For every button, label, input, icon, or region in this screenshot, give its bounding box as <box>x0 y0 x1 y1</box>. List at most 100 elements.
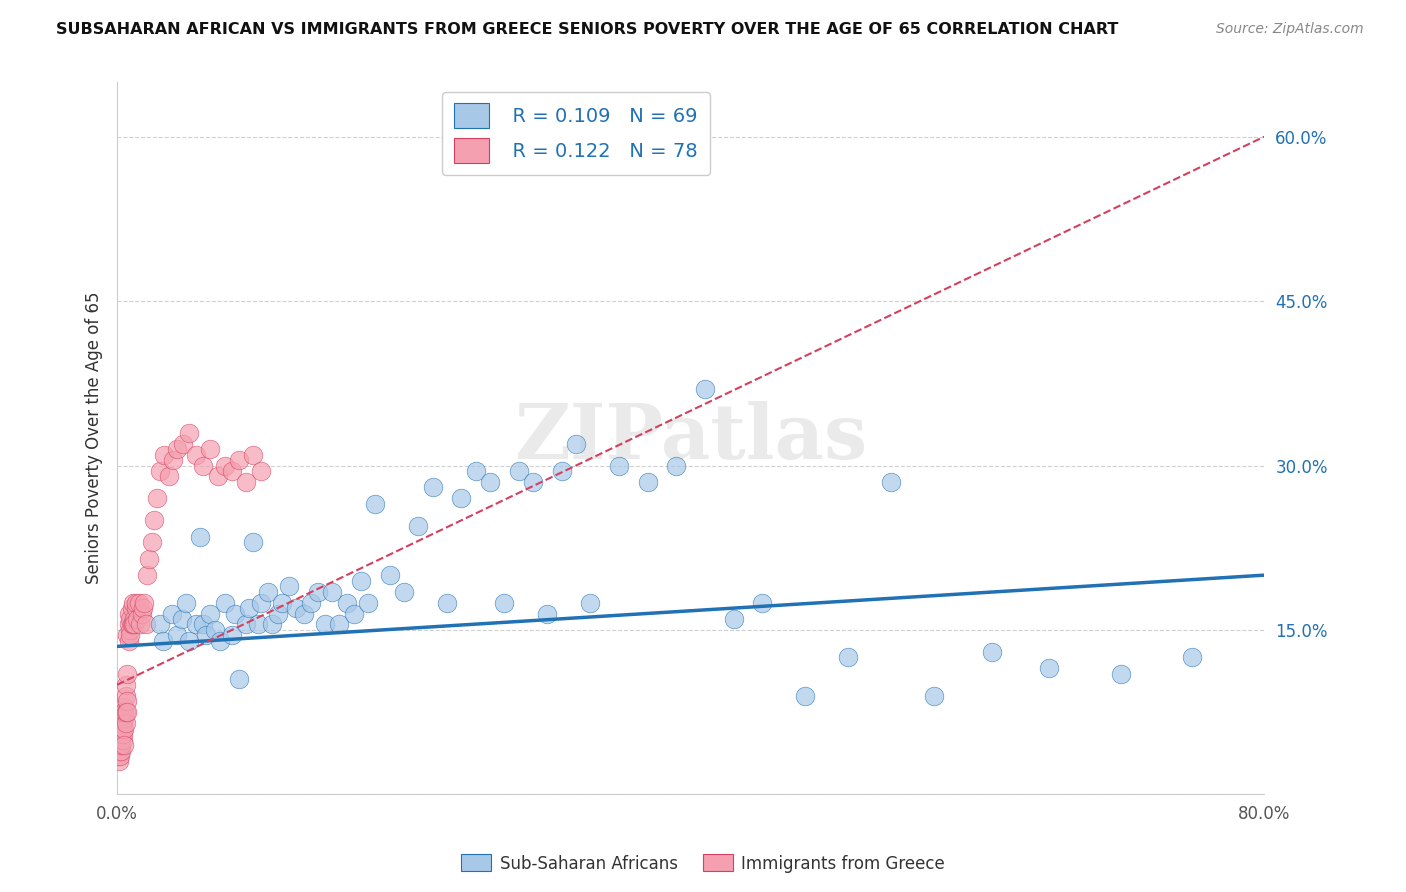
Point <box>166 442 188 456</box>
Point <box>114 705 136 719</box>
Point <box>249 464 271 478</box>
Point <box>188 530 211 544</box>
Point <box>221 628 243 642</box>
Point <box>131 607 153 621</box>
Point <box>242 448 264 462</box>
Point <box>114 678 136 692</box>
Point <box>108 743 131 757</box>
Point <box>980 645 1002 659</box>
Point <box>285 601 308 615</box>
Point <box>249 596 271 610</box>
Point <box>221 464 243 478</box>
Point <box>108 727 131 741</box>
Point <box>436 596 458 610</box>
Point <box>118 607 141 621</box>
Point <box>299 596 322 610</box>
Point <box>114 716 136 731</box>
Point <box>138 551 160 566</box>
Text: Source: ZipAtlas.com: Source: ZipAtlas.com <box>1216 22 1364 37</box>
Point <box>522 475 544 489</box>
Point <box>115 694 138 708</box>
Point <box>172 436 194 450</box>
Point <box>464 464 486 478</box>
Point <box>107 749 129 764</box>
Point <box>1109 666 1132 681</box>
Point <box>125 596 148 610</box>
Point <box>209 634 232 648</box>
Point <box>246 617 269 632</box>
Point <box>235 475 257 489</box>
Point <box>110 732 132 747</box>
Point <box>129 617 152 632</box>
Point <box>267 607 290 621</box>
Point <box>120 628 142 642</box>
Point <box>924 689 946 703</box>
Point <box>115 705 138 719</box>
Point <box>177 425 200 440</box>
Point <box>200 607 222 621</box>
Point <box>115 628 138 642</box>
Point <box>193 458 215 473</box>
Point <box>124 612 146 626</box>
Point <box>207 469 229 483</box>
Point <box>177 634 200 648</box>
Point <box>149 617 172 632</box>
Point <box>162 453 184 467</box>
Point <box>406 518 429 533</box>
Point <box>152 634 174 648</box>
Point <box>110 716 132 731</box>
Point <box>837 650 859 665</box>
Point <box>880 475 903 489</box>
Point <box>228 453 250 467</box>
Point <box>1038 661 1060 675</box>
Point <box>214 458 236 473</box>
Point <box>184 617 207 632</box>
Point <box>242 535 264 549</box>
Point <box>134 596 156 610</box>
Point <box>112 705 135 719</box>
Point <box>127 612 149 626</box>
Point <box>278 579 301 593</box>
Legend:   R = 0.109   N = 69,   R = 0.122   N = 78: R = 0.109 N = 69, R = 0.122 N = 78 <box>441 92 710 175</box>
Point <box>120 612 142 626</box>
Point <box>132 601 155 615</box>
Point <box>166 628 188 642</box>
Point <box>110 738 132 752</box>
Point <box>112 711 135 725</box>
Point <box>314 617 336 632</box>
Point <box>364 497 387 511</box>
Point <box>160 607 183 621</box>
Point <box>328 617 350 632</box>
Point <box>204 623 226 637</box>
Point <box>200 442 222 456</box>
Point <box>350 574 373 588</box>
Point <box>271 596 294 610</box>
Point <box>111 722 134 736</box>
Point <box>135 617 157 632</box>
Point <box>343 607 366 621</box>
Point <box>112 722 135 736</box>
Point <box>112 699 135 714</box>
Point <box>224 607 246 621</box>
Point <box>392 584 415 599</box>
Point <box>422 480 444 494</box>
Point <box>174 596 197 610</box>
Point <box>110 711 132 725</box>
Point <box>565 436 588 450</box>
Point <box>121 601 143 615</box>
Point <box>122 617 145 632</box>
Point <box>111 732 134 747</box>
Point <box>107 743 129 757</box>
Point <box>153 448 176 462</box>
Point <box>125 601 148 615</box>
Text: ZIPatlas: ZIPatlas <box>515 401 868 475</box>
Point <box>357 596 380 610</box>
Point <box>112 738 135 752</box>
Point <box>170 612 193 626</box>
Point <box>143 513 166 527</box>
Point <box>141 535 163 549</box>
Point <box>665 458 688 473</box>
Point <box>107 732 129 747</box>
Point <box>751 596 773 610</box>
Point <box>118 634 141 648</box>
